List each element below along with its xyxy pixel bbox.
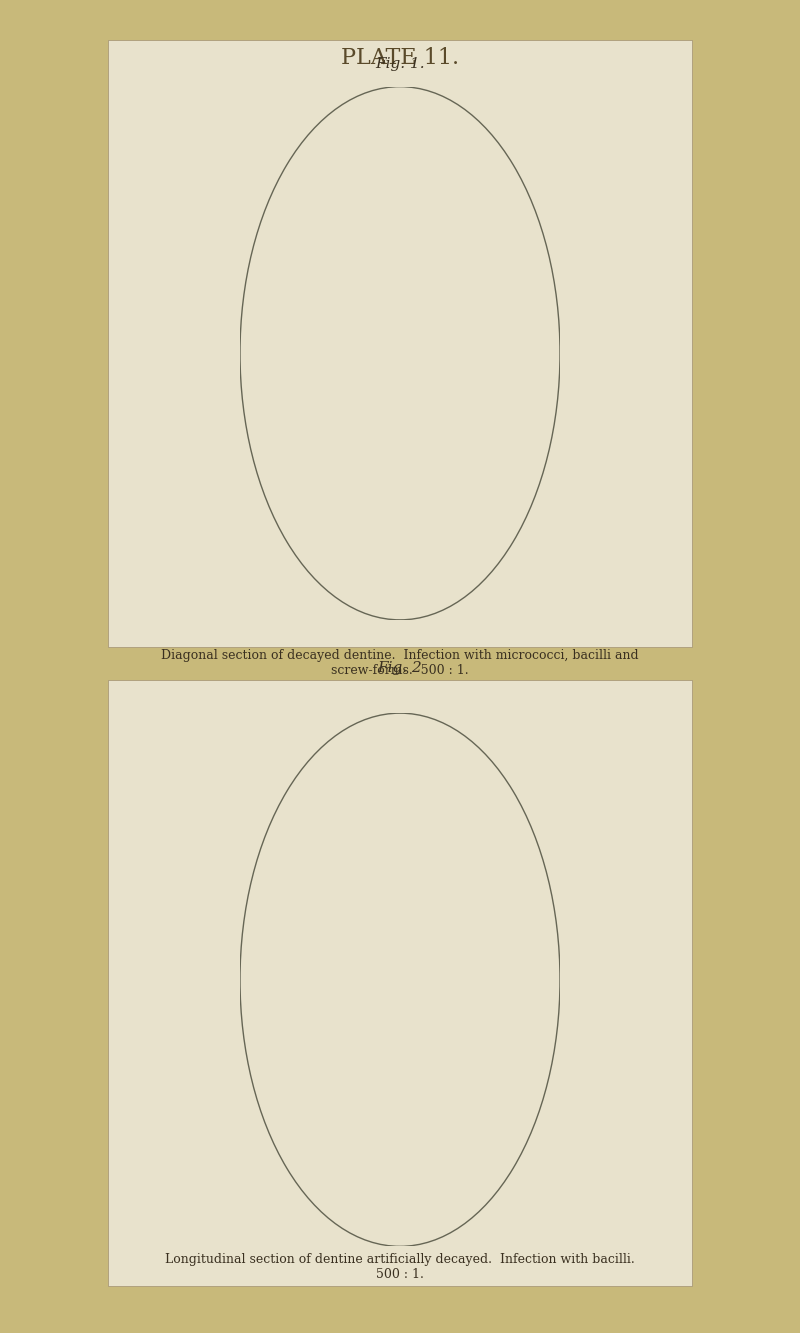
PathPatch shape: [160, 580, 640, 1333]
Text: Longitudinal section of dentine artificially decayed.  Infection with bacilli.
5: Longitudinal section of dentine artifici…: [165, 1253, 635, 1281]
Text: Fig. 2: Fig. 2: [378, 661, 422, 676]
FancyBboxPatch shape: [108, 680, 692, 1286]
FancyBboxPatch shape: [108, 40, 692, 647]
Text: PLATE 11.: PLATE 11.: [341, 47, 459, 69]
Text: Diagonal section of decayed dentine.  Infection with micrococci, bacilli and
scr: Diagonal section of decayed dentine. Inf…: [161, 649, 639, 677]
Text: Fig. 1.: Fig. 1.: [375, 57, 425, 72]
PathPatch shape: [160, 0, 640, 753]
